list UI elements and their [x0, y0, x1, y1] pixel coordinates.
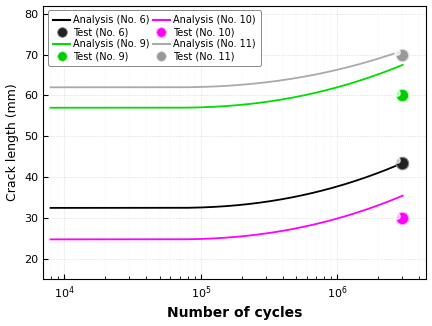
Point — [394, 158, 401, 163]
Point — [399, 160, 406, 166]
Point — [399, 215, 406, 221]
Y-axis label: Crack length (mm): Crack length (mm) — [6, 83, 19, 201]
Point — [394, 90, 401, 96]
Point — [394, 213, 401, 218]
Point — [399, 52, 406, 57]
X-axis label: Number of cycles: Number of cycles — [167, 306, 302, 320]
Point — [394, 50, 401, 55]
Point — [399, 93, 406, 98]
Legend: Analysis (No. 6), Test (No. 6), Analysis (No. 9), Test (No. 9), Analysis (No. 10: Analysis (No. 6), Test (No. 6), Analysis… — [48, 10, 260, 66]
